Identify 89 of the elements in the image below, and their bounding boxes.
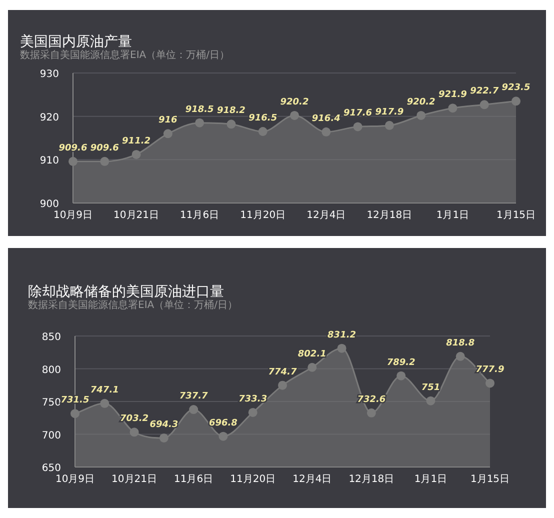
- data-label: 774.7: [268, 367, 298, 378]
- x-tick-label: 12月4日: [306, 210, 346, 221]
- y-tick-label: 910: [40, 156, 59, 167]
- point: [366, 408, 376, 418]
- point: [258, 127, 268, 136]
- data-label: 920.2: [406, 97, 436, 108]
- chart-title: 美国国内原油产量: [20, 34, 132, 50]
- point: [68, 156, 78, 166]
- point: [396, 371, 406, 380]
- x-tick-label: 11月6日: [174, 474, 214, 485]
- chart-subtitle: 数据采自美国能源信息署EIA（单位：万桶/日）: [28, 299, 238, 311]
- x-tick-label: 12月4日: [292, 474, 332, 485]
- data-label: 911.2: [122, 136, 151, 146]
- data-label: 703.2: [120, 414, 149, 424]
- data-label: 921.9: [438, 90, 467, 100]
- point: [132, 150, 141, 159]
- x-tick-label: 10月21日: [114, 210, 160, 221]
- point: [512, 96, 520, 106]
- data-label: 733.3: [238, 394, 268, 404]
- data-label: 923.5: [502, 83, 530, 94]
- point: [337, 344, 346, 353]
- y-tick-label: 900: [40, 199, 59, 210]
- data-label: 917.9: [375, 107, 404, 118]
- point: [218, 432, 228, 441]
- x-tick-label: 12月18日: [366, 210, 412, 221]
- data-label: 916.5: [248, 114, 278, 124]
- point: [486, 378, 494, 388]
- data-label: 696.8: [208, 418, 238, 428]
- point: [163, 129, 172, 138]
- point: [416, 110, 426, 120]
- point: [70, 409, 80, 418]
- chart-title: 除却战略储备的美国原油进口量: [28, 284, 224, 300]
- point: [195, 118, 204, 128]
- y-tick-label: 920: [40, 112, 59, 124]
- point: [130, 428, 139, 437]
- point: [100, 156, 110, 166]
- y-tick-label: 930: [40, 69, 59, 80]
- data-label: 916: [158, 116, 178, 126]
- data-label: 918.2: [216, 106, 246, 116]
- x-tick-label: 10月9日: [53, 210, 93, 221]
- data-label: 731.5: [60, 396, 90, 406]
- x-tick-label: 1月15日: [496, 210, 536, 221]
- y-tick-label: 650: [42, 463, 61, 474]
- point: [384, 120, 394, 130]
- y-tick-label: 700: [42, 430, 61, 442]
- data-label: 916.4: [312, 114, 340, 124]
- x-tick-label: 11月20日: [240, 210, 286, 221]
- data-label: 909.6: [90, 143, 119, 154]
- data-label: 909.6: [58, 143, 88, 154]
- data-label: 831.2: [328, 330, 356, 340]
- data-label: 747.1: [90, 385, 119, 396]
- point: [308, 362, 317, 372]
- x-tick-label: 10月9日: [55, 474, 95, 485]
- data-label: 818.8: [446, 338, 475, 348]
- x-tick-label: 11月20日: [230, 474, 276, 485]
- point: [448, 104, 458, 113]
- point: [189, 405, 198, 414]
- point: [226, 120, 236, 129]
- data-label: 737.7: [179, 392, 209, 402]
- x-tick-label: 12月18日: [348, 474, 394, 485]
- point: [290, 110, 299, 120]
- x-tick-label: 1月1日: [414, 474, 448, 485]
- point: [426, 396, 436, 406]
- data-label: 922.7: [470, 86, 500, 97]
- data-label: 920.2: [280, 97, 309, 108]
- x-tick-label: 10月21日: [112, 474, 158, 485]
- point: [248, 408, 258, 417]
- point: [353, 122, 362, 132]
- point: [159, 433, 168, 442]
- data-label: 751: [421, 382, 440, 393]
- point: [100, 398, 110, 408]
- data-label: 732.6: [357, 394, 386, 405]
- y-tick-label: 800: [42, 364, 61, 376]
- x-tick-label: 1月1日: [436, 210, 470, 221]
- data-label: 802.1: [298, 349, 326, 360]
- data-label: 917.6: [344, 108, 372, 119]
- x-tick-label: 1月15日: [470, 474, 510, 485]
- y-tick-label: 850: [42, 332, 61, 343]
- y-tick-label: 750: [42, 398, 61, 408]
- data-label: 777.9: [476, 365, 504, 376]
- data-label: 694.3: [150, 420, 178, 430]
- x-tick-label: 11月6日: [180, 210, 220, 221]
- chart-subtitle: 数据采自美国能源信息署EIA（单位：万桶/日）: [20, 49, 230, 61]
- point: [480, 100, 489, 110]
- point: [278, 380, 287, 390]
- data-label: 789.2: [386, 358, 416, 368]
- data-label: 918.5: [185, 104, 214, 115]
- point: [322, 127, 331, 136]
- point: [456, 352, 465, 361]
